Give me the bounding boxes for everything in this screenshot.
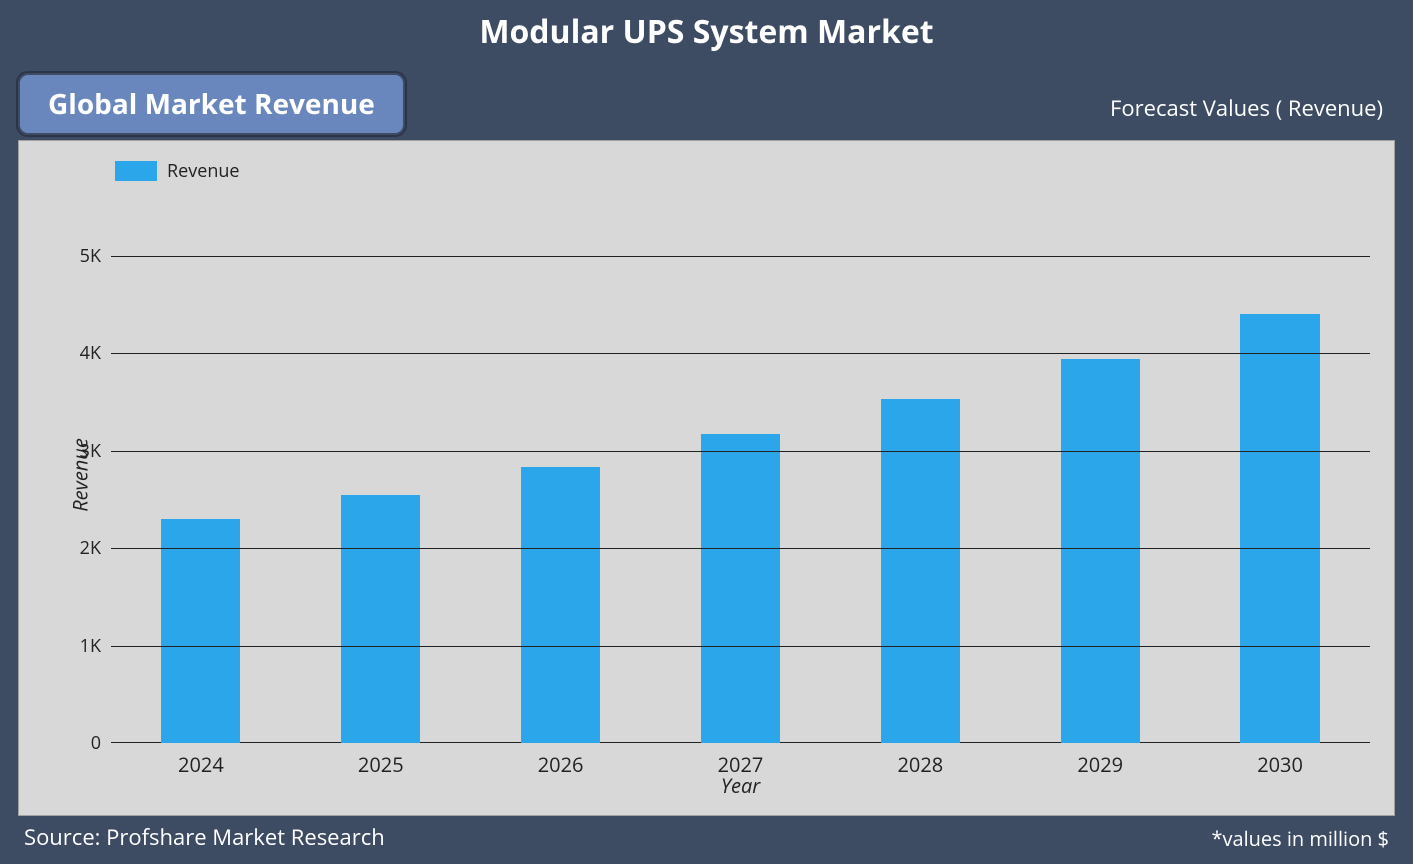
bar-slot: 2024 <box>111 207 291 743</box>
gridline <box>111 353 1370 354</box>
y-tick-label: 0 <box>91 731 101 755</box>
x-tick-label: 2025 <box>358 751 404 778</box>
legend: Revenue <box>115 159 240 183</box>
forecast-label: Forecast Values ( Revenue) <box>1110 93 1383 123</box>
y-tick-label: 4K <box>80 341 101 365</box>
main-title: Modular UPS System Market <box>0 0 1413 63</box>
subtitle-row: Global Market Revenue Forecast Values ( … <box>0 63 1413 133</box>
y-tick-label: 2K <box>80 536 101 560</box>
bar <box>1240 314 1319 743</box>
x-tick-label: 2029 <box>1077 751 1123 778</box>
footer-source: Source: Profshare Market Research <box>24 822 385 852</box>
bar <box>521 467 600 743</box>
subtitle-badge: Global Market Revenue <box>18 73 405 135</box>
footer-note: *values in million $ <box>1211 825 1389 852</box>
gridline <box>111 646 1370 647</box>
y-tick-label: 5K <box>80 244 101 268</box>
bar-slot: 2029 <box>1010 207 1190 743</box>
x-tick-label: 2027 <box>718 751 764 778</box>
bars-row: 2024202520262027202820292030 <box>111 207 1370 743</box>
plot-area: Revenue Year 202420252026202720282029203… <box>111 207 1370 743</box>
x-tick-label: 2026 <box>538 751 584 778</box>
bar <box>161 519 240 743</box>
bar-slot: 2030 <box>1190 207 1370 743</box>
x-tick-label: 2024 <box>178 751 224 778</box>
y-tick-label: 1K <box>80 634 101 658</box>
gridline <box>111 451 1370 452</box>
legend-swatch <box>115 161 157 181</box>
bar <box>701 434 780 743</box>
legend-label: Revenue <box>167 159 240 183</box>
bar-slot: 2028 <box>830 207 1010 743</box>
x-tick-label: 2030 <box>1257 751 1303 778</box>
x-tick-label: 2028 <box>897 751 943 778</box>
gridline <box>111 256 1370 257</box>
chart-container: Revenue Revenue Year 2024202520262027202… <box>18 140 1395 816</box>
gridline <box>111 548 1370 549</box>
bar <box>1061 359 1140 743</box>
bar-slot: 2025 <box>291 207 471 743</box>
bar-slot: 2027 <box>651 207 831 743</box>
bar <box>341 495 420 744</box>
y-tick-label: 3K <box>80 439 101 463</box>
bar-slot: 2026 <box>471 207 651 743</box>
